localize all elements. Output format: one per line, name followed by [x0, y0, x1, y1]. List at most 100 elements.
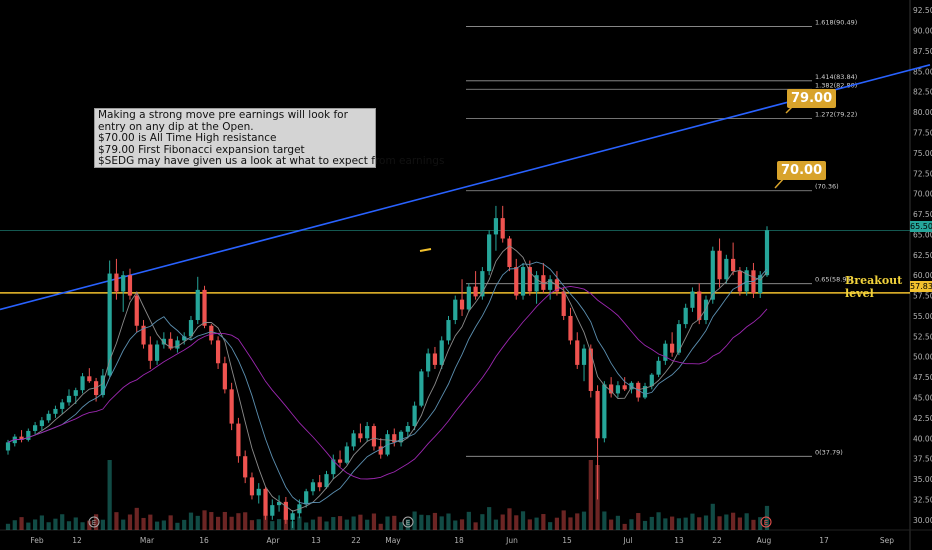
volume-bar	[426, 515, 431, 530]
volume-bar	[683, 517, 688, 530]
volume-bar	[622, 523, 627, 530]
candle-body	[168, 338, 173, 349]
candle-body	[26, 430, 31, 440]
candle-body	[107, 273, 112, 376]
volume-bar	[19, 517, 24, 530]
y-tick-label: 67.50	[913, 210, 932, 219]
volume-bar	[202, 510, 207, 530]
candle-body	[473, 286, 478, 297]
candle-body	[222, 363, 227, 390]
volume-bar	[439, 516, 444, 530]
volume-bar	[351, 516, 356, 530]
candle-body	[622, 385, 627, 390]
y-tick-label: 45.00	[913, 394, 932, 403]
candle-body	[358, 433, 363, 439]
candle-body	[419, 371, 424, 406]
volume-bar	[371, 513, 377, 530]
volume-bar	[663, 518, 668, 530]
candle-body	[466, 286, 471, 310]
candle-body	[480, 271, 485, 297]
y-tick-label: 90.00	[913, 27, 932, 36]
candle-body	[351, 433, 356, 447]
candle-body	[121, 275, 126, 292]
volume-bar	[331, 517, 336, 530]
candle-body	[520, 267, 526, 296]
y-tick-label: 52.50	[913, 332, 932, 341]
note-line: $SEDG may have given us a look at what t…	[98, 155, 445, 168]
volume-bar	[731, 512, 736, 530]
volume-bar	[446, 513, 451, 530]
volume-bar	[175, 522, 180, 530]
volume-bar	[676, 518, 682, 530]
x-tick-label: 13	[674, 536, 684, 545]
volume-bar	[12, 520, 17, 530]
x-tick-label: Jun	[505, 536, 518, 545]
candle-body	[392, 434, 397, 443]
volume-bar	[703, 515, 709, 530]
y-tick-label: 75.00	[913, 149, 932, 158]
volume-bar	[500, 514, 505, 530]
volume-bar	[480, 514, 485, 530]
volume-bar	[615, 515, 621, 530]
volume-bar	[297, 516, 302, 530]
x-tick-label: Jul	[622, 536, 632, 545]
x-tick-label: May	[385, 536, 401, 545]
candle-body	[744, 270, 749, 292]
volume-bar	[548, 522, 553, 530]
candle-body	[697, 291, 702, 321]
candle-body	[270, 505, 275, 516]
volume-bar	[602, 511, 607, 530]
note-line: $70.00 is All Time High resistance	[98, 132, 277, 145]
annotation-note[interactable]: Making a strong move pre earnings will l…	[94, 108, 445, 168]
candle-body	[331, 459, 336, 475]
volume-bar	[568, 517, 573, 530]
volume-bar	[595, 465, 600, 530]
candle-body	[676, 324, 682, 353]
y-tick-label: 50.00	[913, 353, 932, 362]
volume-bar	[276, 519, 282, 530]
y-tick-label: 65.00	[913, 230, 932, 239]
x-tick-label: 13	[311, 536, 321, 545]
volume-bar	[365, 519, 370, 530]
volume-bar	[629, 519, 634, 530]
volume-bar	[392, 515, 397, 530]
candle-body	[548, 279, 553, 290]
volume-bar	[405, 519, 410, 530]
candle-body	[249, 477, 255, 496]
y-tick-label: 57.50	[913, 292, 932, 301]
candle-body	[283, 501, 288, 520]
candle-body	[243, 456, 248, 478]
x-tick-label: 22	[351, 536, 361, 545]
volume-bar	[60, 514, 65, 530]
candle-body	[229, 389, 234, 424]
target-tag-70[interactable]: 70.00	[777, 161, 827, 180]
volume-bar	[100, 519, 105, 530]
candle-body	[310, 482, 316, 492]
candle-body	[602, 384, 607, 439]
candle-body	[344, 446, 349, 463]
volume-bar	[33, 519, 38, 530]
candle-body	[73, 390, 78, 396]
y-tick-label: 80.00	[913, 108, 932, 117]
candle-body	[337, 459, 343, 463]
x-tick-label: Apr	[267, 536, 281, 545]
candle-body	[663, 343, 668, 361]
volume-bar	[66, 521, 72, 530]
volume-bar	[337, 516, 343, 530]
last-price-badge: 65.50	[910, 221, 932, 232]
volume-bar	[80, 522, 85, 530]
candle-body	[649, 374, 654, 387]
candle-body	[175, 340, 180, 349]
volume-bar	[317, 516, 322, 530]
candle-body	[500, 218, 505, 239]
volume-bar	[575, 513, 580, 530]
volume-bar	[154, 521, 160, 530]
volume-bar	[459, 519, 465, 530]
candle-body	[575, 340, 580, 365]
target-tag-79[interactable]: 79.00	[787, 89, 837, 108]
candle-body	[561, 291, 566, 316]
volume-bar	[737, 517, 742, 530]
volume-bar	[758, 517, 763, 530]
